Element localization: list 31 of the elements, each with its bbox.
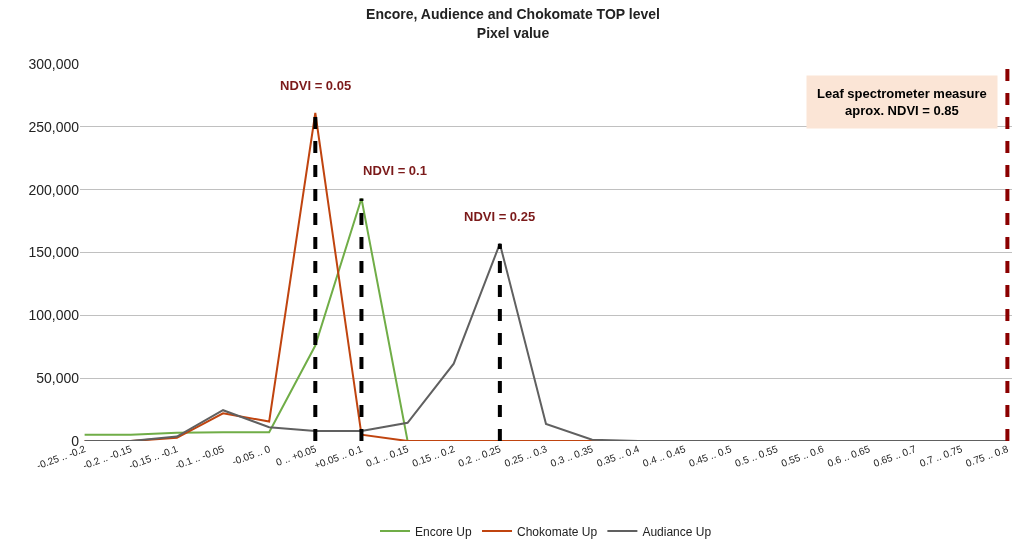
x-tick-label: 0.5 .. 0.55 — [733, 443, 780, 469]
ref-line-label: NDVI = 0.05 — [280, 78, 352, 93]
x-tick-label: 0.55 .. 0.6 — [779, 443, 826, 469]
x-tick-label: 0.25 .. 0.3 — [502, 443, 549, 469]
y-tick-label: 200,000 — [28, 181, 80, 198]
ref-line-label: NDVI = 0.25 — [464, 209, 536, 224]
x-tick-label: 0.15 .. 0.2 — [410, 443, 457, 469]
legend-label: Encore Up — [415, 524, 473, 539]
chart-title: Encore, Audience and Chokomate TOP level — [366, 6, 660, 23]
x-tick-label: -0.05 .. 0 — [230, 443, 272, 468]
y-tick-label: 0 — [71, 432, 80, 449]
x-tick-label: 0.1 .. 0.15 — [364, 443, 411, 469]
ref-line-label: NDVI = 0.1 — [363, 163, 427, 178]
legend-label: Chokomate Up — [517, 524, 598, 539]
x-tick-label: 0.75 .. 0.8 — [964, 443, 1011, 469]
x-tick-label: 0.35 .. 0.4 — [595, 443, 642, 469]
chart-subtitle: Pixel value — [476, 24, 550, 41]
x-tick-label: 0.65 .. 0.7 — [871, 443, 918, 469]
y-tick-label: 300,000 — [28, 55, 80, 72]
x-tick-label: 0.6 .. 0.65 — [825, 443, 872, 469]
y-tick-label: 150,000 — [28, 244, 80, 261]
y-tick-label: 250,000 — [28, 118, 80, 135]
ref-line-label: Leaf spectrometer measure aprox. NDVI = 0.85 — [817, 86, 987, 118]
x-tick-label: 0.45 .. 0.5 — [687, 443, 734, 469]
legend-label: Audiance Up — [642, 524, 712, 539]
y-tick-label: 50,000 — [36, 370, 80, 387]
y-tick-label: 100,000 — [28, 307, 80, 324]
x-tick-label: 0.3 .. 0.35 — [548, 443, 595, 469]
x-tick-label: 0.2 .. 0.25 — [456, 443, 503, 469]
x-tick-label: 0.4 .. 0.45 — [641, 443, 688, 469]
x-tick-label: 0.7 .. 0.75 — [918, 443, 965, 469]
